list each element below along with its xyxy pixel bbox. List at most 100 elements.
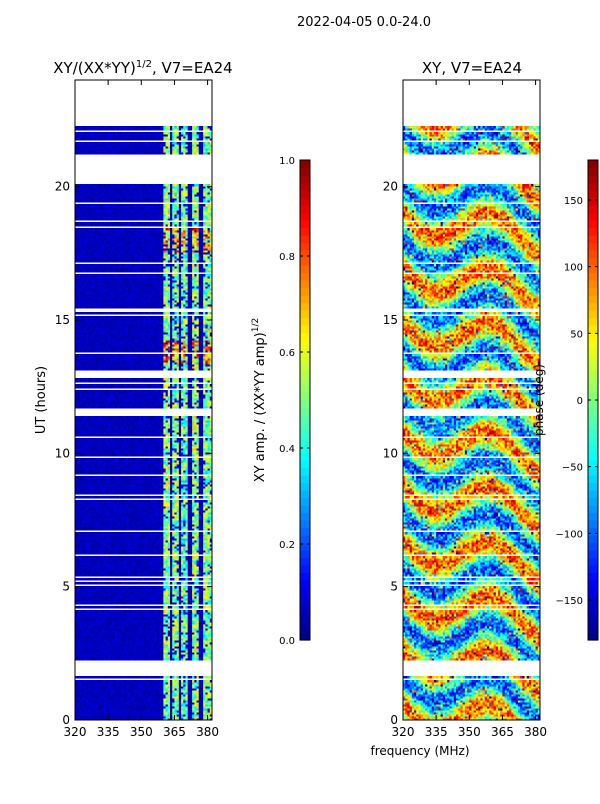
heatmap-cell (99, 626, 103, 629)
heatmap-cell (114, 578, 118, 581)
heatmap-cell (156, 614, 160, 617)
heatmap-cell (147, 622, 151, 625)
heatmap-cell (150, 702, 153, 705)
heatmap-cell (172, 540, 175, 543)
heatmap-cell (108, 652, 111, 655)
heatmap-cell (108, 550, 111, 553)
heatmap-cell (99, 560, 103, 563)
heatmap-cell (198, 644, 202, 647)
heatmap-cell (92, 636, 96, 639)
heatmap-cell (92, 700, 96, 703)
heatmap-cell (134, 560, 138, 563)
heatmap-cell (79, 536, 83, 539)
heatmap-cell (86, 684, 89, 687)
heatmap-cell (123, 614, 127, 617)
heatmap-cell (178, 684, 182, 687)
heatmap-cell (88, 684, 91, 687)
heatmap-cell (150, 696, 153, 699)
heatmap-cell (114, 682, 118, 685)
heatmap-cell (92, 528, 96, 531)
heatmap-cell (90, 714, 94, 717)
heatmap-cell (165, 626, 169, 629)
heatmap-cell (132, 658, 136, 661)
heatmap-cell (143, 708, 147, 711)
heatmap-cell (198, 692, 202, 695)
heatmap-cell (108, 712, 111, 715)
heatmap-cell (178, 650, 182, 653)
heatmap-cell (196, 684, 200, 687)
heatmap-cell (209, 630, 212, 633)
heatmap-cell (114, 600, 118, 603)
heatmap-cell (187, 680, 191, 683)
heatmap-cell (86, 592, 89, 595)
heatmap-cell (207, 702, 211, 705)
heatmap-cell (90, 636, 94, 639)
heatmap-cell (145, 684, 149, 687)
heatmap-cell (130, 706, 133, 709)
heatmap-cell (132, 558, 136, 561)
heatmap-cell (75, 684, 78, 687)
heatmap-cell (130, 702, 133, 705)
heatmap-cell (185, 578, 189, 581)
heatmap-cell (110, 536, 114, 539)
heatmap-cell (145, 700, 149, 703)
heatmap-cell (114, 596, 118, 599)
heatmap-cell (101, 624, 105, 627)
heatmap-cell (116, 718, 120, 720)
heatmap-cell (152, 628, 156, 631)
heatmap-cell (86, 552, 89, 555)
heatmap-cell (172, 658, 175, 661)
heatmap-cell (79, 652, 83, 655)
heatmap-cell (145, 632, 149, 635)
heatmap-cell (101, 548, 105, 551)
heatmap-cell (172, 594, 175, 597)
heatmap-cell (123, 558, 127, 561)
heatmap-cell (79, 650, 83, 653)
heatmap-cell (183, 610, 186, 613)
heatmap-cell (141, 622, 144, 625)
heatmap-cell (110, 562, 114, 565)
heatmap-cell (183, 680, 186, 683)
heatmap-cell (198, 594, 202, 597)
heatmap-cell (156, 676, 160, 679)
heatmap-cell (90, 694, 94, 697)
heatmap-cell (185, 536, 189, 539)
heatmap-cell (134, 718, 138, 720)
heatmap-cell (207, 610, 211, 613)
heatmap-cell (145, 716, 149, 719)
heatmap-cell (152, 718, 156, 720)
heatmap-cell (172, 558, 175, 561)
heatmap-cell (88, 680, 91, 683)
heatmap-cell (178, 596, 182, 599)
heatmap-cell (196, 602, 200, 605)
heatmap-cell (165, 716, 169, 719)
heatmap-cell (125, 546, 129, 549)
heatmap-cell (75, 688, 78, 691)
heatmap-cell (178, 682, 182, 685)
heatmap-cell (147, 620, 151, 623)
heatmap-cell (189, 622, 193, 625)
heatmap-cell (79, 600, 83, 603)
heatmap-cell (172, 692, 175, 695)
heatmap-cell (97, 572, 100, 575)
heatmap-cell (128, 696, 131, 699)
heatmap-cell (94, 718, 98, 720)
heatmap-cell (150, 618, 153, 621)
heatmap-cell (132, 706, 136, 709)
heatmap-cell (136, 588, 140, 591)
heatmap-cell (110, 556, 114, 559)
heatmap-cell (192, 700, 195, 703)
heatmap-cell (121, 578, 125, 581)
heatmap-cell (192, 586, 195, 589)
heatmap-cell (205, 620, 209, 623)
heatmap-cell (108, 566, 111, 569)
heatmap-cell (97, 550, 100, 553)
heatmap-cell (145, 650, 149, 653)
heatmap-cell (92, 704, 96, 707)
heatmap-cell (196, 652, 200, 655)
heatmap-cell (119, 540, 122, 543)
heatmap-cell (114, 718, 118, 720)
heatmap-cell (174, 538, 178, 541)
heatmap-cell (123, 534, 127, 537)
heatmap-cell (176, 586, 180, 589)
